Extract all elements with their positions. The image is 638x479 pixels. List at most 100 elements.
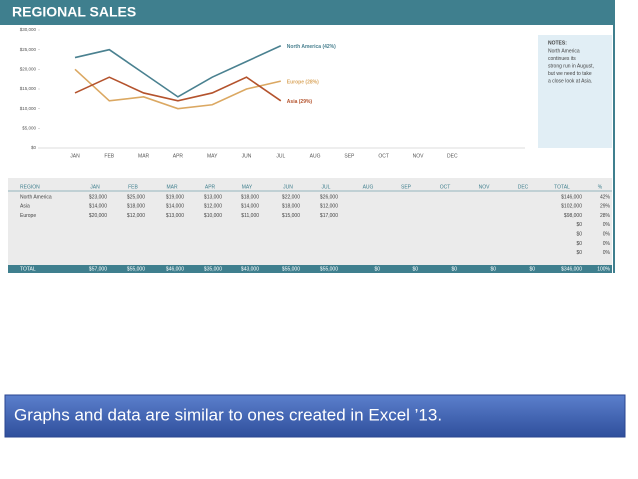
cell: $26,000 — [320, 194, 338, 200]
cell: $14,000 — [241, 204, 259, 210]
table-background — [8, 178, 612, 265]
notes-line: but we need to take — [548, 71, 592, 77]
cell: $0 — [412, 266, 418, 272]
cell-pct: 0% — [603, 222, 611, 228]
cell: $18,000 — [127, 204, 145, 210]
column-header: TOTAL — [554, 184, 570, 190]
x-tick-label: JUL — [276, 153, 285, 159]
notes-box — [538, 35, 612, 148]
y-tick-label: $0 — [31, 145, 37, 150]
page-title: REGIONAL SALES — [12, 4, 136, 20]
column-header: OCT — [440, 184, 451, 190]
x-tick-label: MAR — [138, 153, 150, 159]
notes-title: NOTES: — [548, 40, 567, 46]
y-tick-label: $20,000 — [20, 67, 37, 72]
row-label: TOTAL — [20, 266, 36, 272]
cell: $43,000 — [241, 266, 259, 272]
column-header: APR — [205, 184, 216, 190]
column-header: REGION — [20, 184, 40, 190]
cell: $55,000 — [127, 266, 145, 272]
notes-line: a close look at Asia. — [548, 78, 592, 84]
x-tick-label: JUN — [242, 153, 252, 159]
cell-total: $0 — [576, 232, 582, 238]
column-header: JAN — [90, 184, 100, 190]
cell-pct: 28% — [600, 213, 611, 219]
cell: $19,000 — [166, 194, 184, 200]
cell-pct: 0% — [603, 232, 611, 238]
y-tick-label: $30,000 — [20, 27, 37, 32]
cell: $57,000 — [89, 266, 107, 272]
cell: $22,000 — [282, 194, 300, 200]
x-tick-label: DEC — [447, 153, 458, 159]
header-bar — [0, 0, 614, 25]
series-label: Asia (29%) — [287, 99, 313, 105]
cell-total: $346,000 — [561, 266, 582, 272]
column-header: JUN — [283, 184, 293, 190]
cell-pct: 0% — [603, 250, 611, 256]
notes-line: North America — [548, 48, 580, 54]
x-tick-label: OCT — [378, 153, 389, 159]
caption-bar — [4, 394, 626, 438]
column-header: DEC — [518, 184, 529, 190]
x-tick-label: NOV — [413, 153, 425, 159]
y-tick-label: $15,000 — [20, 86, 37, 91]
cell: $12,000 — [320, 204, 338, 210]
column-header: AUG — [363, 184, 374, 190]
cell: $13,000 — [166, 213, 184, 219]
cell: $14,000 — [89, 204, 107, 210]
caption: Graphs and data are similar to ones crea… — [14, 405, 442, 424]
cell: $0 — [374, 266, 380, 272]
cell-pct: 100% — [597, 266, 610, 272]
total-row-bar — [8, 265, 612, 273]
column-header: NOV — [479, 184, 491, 190]
cell-pct: 29% — [600, 204, 611, 210]
cell: $46,000 — [166, 266, 184, 272]
column-header: FEB — [128, 184, 138, 190]
cell: $14,000 — [166, 204, 184, 210]
cell: $11,000 — [241, 213, 259, 219]
x-tick-label: AUG — [310, 153, 321, 159]
x-tick-label: JAN — [70, 153, 80, 159]
cell: $15,000 — [282, 213, 300, 219]
series-label: Europe (28%) — [287, 79, 319, 85]
series-line — [74, 45, 282, 98]
cell: $12,000 — [127, 213, 145, 219]
cell: $55,000 — [282, 266, 300, 272]
x-tick-label: MAY — [207, 153, 218, 159]
row-label: Asia — [20, 204, 30, 210]
cell-total: $0 — [576, 250, 582, 256]
cell: $35,000 — [204, 266, 222, 272]
cell: $0 — [529, 266, 535, 272]
cell: $12,000 — [204, 204, 222, 210]
cell-pct: 0% — [603, 241, 611, 247]
column-header: SEP — [401, 184, 412, 190]
cell: $13,000 — [204, 194, 222, 200]
cell-pct: 42% — [600, 194, 611, 200]
row-label: Europe — [20, 213, 36, 219]
y-tick-label: $25,000 — [20, 47, 37, 52]
x-tick-label: FEB — [104, 153, 114, 159]
y-tick-label: $5,000 — [22, 126, 36, 131]
cell-total: $98,000 — [564, 213, 582, 219]
cell-total: $146,000 — [561, 194, 582, 200]
series-line — [74, 68, 281, 110]
row-label: North America — [20, 194, 52, 200]
y-tick-label: $10,000 — [20, 106, 37, 111]
x-tick-label: SEP — [344, 153, 355, 159]
cell: $55,000 — [320, 266, 338, 272]
cell: $0 — [490, 266, 496, 272]
cell: $0 — [451, 266, 457, 272]
cell: $10,000 — [204, 213, 222, 219]
cell: $17,000 — [320, 213, 338, 219]
column-header: MAR — [166, 184, 178, 190]
column-header: MAY — [242, 184, 253, 190]
series-label: North America (42%) — [287, 44, 336, 50]
cell-total: $0 — [576, 222, 582, 228]
cell: $18,000 — [282, 204, 300, 210]
cell-total: $102,000 — [561, 204, 582, 210]
cell-total: $0 — [576, 241, 582, 247]
column-header: JUL — [322, 184, 331, 190]
x-tick-label: APR — [173, 153, 184, 159]
cell: $25,000 — [127, 194, 145, 200]
notes-line: continues its — [548, 56, 576, 62]
